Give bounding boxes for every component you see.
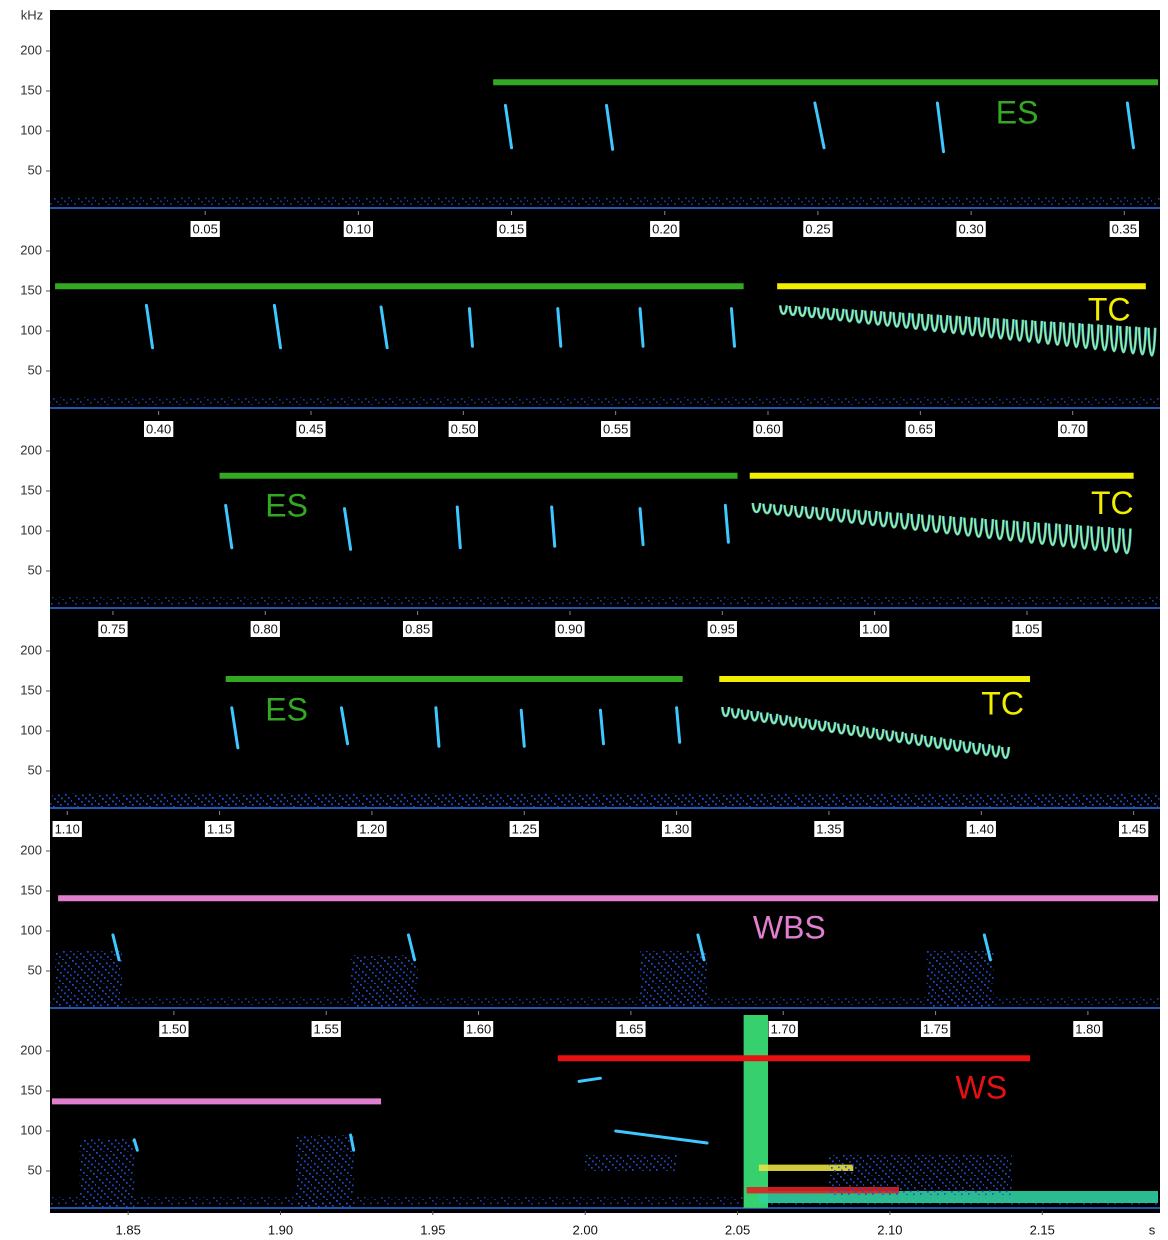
x-tick-label: 2.05 [725, 1222, 750, 1237]
broadband-energy [296, 1135, 354, 1208]
y-tick-label: 200 [20, 842, 42, 857]
x-tick-label: 1.80 [1075, 1021, 1100, 1036]
x-tick-label: 0.50 [451, 421, 476, 436]
baseline-noise [50, 407, 1160, 409]
broadband-energy [79, 1139, 134, 1208]
x-tick-label: 0.15 [499, 221, 524, 236]
y-tick-label: 50 [28, 1162, 42, 1177]
x-tick-label: 1.55 [314, 1021, 339, 1036]
y-tick-label: 50 [28, 962, 42, 977]
x-tick-label: 0.75 [100, 621, 125, 636]
y-tick-label: 200 [20, 1042, 42, 1057]
y-tick-label: 100 [20, 922, 42, 937]
x-tick-label: 0.65 [908, 421, 933, 436]
baseline-noise [50, 1007, 1160, 1009]
x-tick-label: 0.80 [253, 621, 278, 636]
baseline-noise [50, 207, 1160, 209]
x-tick-label: 1.65 [618, 1021, 643, 1036]
x-tick-label: 1.00 [862, 621, 887, 636]
x-tick-label: 0.30 [958, 221, 983, 236]
annotation-label: WBS [753, 910, 826, 946]
x-tick-label: 1.15 [207, 821, 232, 836]
y-tick-label: 50 [28, 362, 42, 377]
x-tick-label: 2.10 [877, 1222, 902, 1237]
broadband-energy [640, 951, 707, 1008]
x-tick-label: 1.30 [664, 821, 689, 836]
x-tick-label: 0.95 [710, 621, 735, 636]
y-tick-label: 200 [20, 42, 42, 57]
broadband-energy [744, 1015, 768, 1208]
annotation-label: TC [1091, 485, 1134, 521]
x-tick-label: 1.25 [512, 821, 537, 836]
broadband-energy [55, 951, 122, 1008]
x-tick-label: 0.35 [1112, 221, 1137, 236]
plot-background [50, 10, 1160, 1213]
annotation-label: TC [1088, 291, 1131, 327]
x-tick-label: 1.85 [116, 1222, 141, 1237]
baseline-noise [50, 1207, 1160, 1209]
y-tick-label: 150 [20, 682, 42, 697]
x-tick-label: 1.20 [359, 821, 384, 836]
x-tick-label: 1.95 [420, 1222, 445, 1237]
x-tick-label: 1.90 [268, 1222, 293, 1237]
x-tick-label: 0.45 [298, 421, 323, 436]
x-tick-label: 1.35 [816, 821, 841, 836]
annotation-label: ES [996, 94, 1039, 130]
baseline-noise [50, 997, 1160, 1005]
y-tick-label: 150 [20, 1082, 42, 1097]
x-tick-label: 0.85 [405, 621, 430, 636]
x-tick-label: 2.15 [1030, 1222, 1055, 1237]
y-tick-label: 100 [20, 122, 42, 137]
baseline-noise [50, 607, 1160, 609]
y-tick-label: 200 [20, 642, 42, 657]
broadband-energy [926, 951, 993, 1008]
x-tick-label: 1.50 [161, 1021, 186, 1036]
broadband-energy [351, 955, 418, 1008]
x-axis-unit: s [1149, 1222, 1156, 1237]
x-tick-label: 0.60 [755, 421, 780, 436]
annotation-label: ES [265, 691, 308, 727]
y-tick-label: 150 [20, 882, 42, 897]
y-tick-label: 150 [20, 482, 42, 497]
x-tick-label: 0.05 [193, 221, 218, 236]
x-tick-label: 0.90 [557, 621, 582, 636]
y-tick-label: 200 [20, 442, 42, 457]
baseline-noise [50, 597, 1160, 605]
y-tick-label: 200 [20, 242, 42, 257]
baseline-noise [50, 397, 1160, 405]
x-tick-label: 1.45 [1121, 821, 1146, 836]
y-tick-label: 100 [20, 522, 42, 537]
y-tick-label: 100 [20, 1122, 42, 1137]
y-tick-label: 50 [28, 562, 42, 577]
x-tick-label: 0.10 [346, 221, 371, 236]
annotation-label: WS [956, 1070, 1008, 1106]
x-tick-label: 1.70 [771, 1021, 796, 1036]
page: {"chart_data": [ {"type": "spectrogram",… [0, 0, 1168, 1240]
y-tick-label: 50 [28, 762, 42, 777]
x-tick-label: 1.10 [55, 821, 80, 836]
y-tick-label: 150 [20, 282, 42, 297]
x-tick-label: 1.05 [1014, 621, 1039, 636]
annotation-label: TC [981, 686, 1024, 722]
y-tick-label: 150 [20, 82, 42, 97]
y-axis-unit: kHz [21, 7, 43, 22]
x-tick-label: 0.25 [805, 221, 830, 236]
x-tick-label: 1.60 [466, 1021, 491, 1036]
y-tick-label: 100 [20, 322, 42, 337]
y-tick-label: 100 [20, 722, 42, 737]
spectrogram-figure: 50 100 150 200 kHz ES 0.05 0.10 0.15 0.20 0.25 0.30… [0, 0, 1168, 1240]
y-tick-label: 50 [28, 162, 42, 177]
x-tick-label: 2.00 [573, 1222, 598, 1237]
x-tick-label: 0.20 [652, 221, 677, 236]
x-tick-label: 1.75 [923, 1021, 948, 1036]
broadband-energy [829, 1155, 1012, 1195]
x-tick-label: 0.40 [146, 421, 171, 436]
annotation-label: ES [265, 487, 308, 523]
broadband-energy [585, 1155, 676, 1171]
broadband-energy [52, 793, 1158, 807]
x-tick-label: 1.40 [969, 821, 994, 836]
baseline-noise [50, 197, 1160, 205]
x-tick-label: 0.70 [1060, 421, 1085, 436]
x-tick-label: 0.55 [603, 421, 628, 436]
